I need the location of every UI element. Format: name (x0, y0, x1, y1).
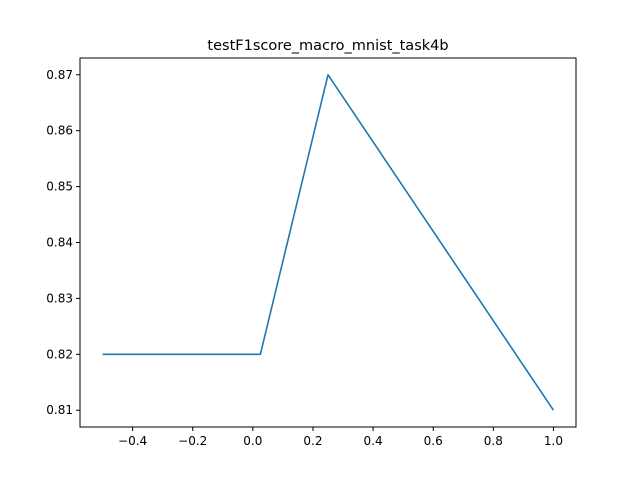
x-tick-label: 0.4 (364, 434, 383, 448)
y-axis: 0.81 0.82 0.83 0.84 0.85 0.86 0.87 (46, 68, 80, 417)
x-tick-label: −0.2 (178, 434, 207, 448)
y-tick-label: 0.81 (46, 403, 73, 417)
y-tick-label: 0.84 (46, 236, 73, 250)
x-tick-label: −0.4 (118, 434, 147, 448)
x-tick-label: 0.2 (303, 434, 322, 448)
y-tick-label: 0.86 (46, 124, 73, 138)
series-line-0 (102, 73, 555, 411)
y-tick-label: 0.85 (46, 180, 73, 194)
y-tick-label: 0.83 (46, 291, 73, 305)
y-tick-label: 0.87 (46, 68, 73, 82)
x-tick-label: 0.6 (424, 434, 443, 448)
plot-area (102, 73, 555, 411)
chart-title: testF1score_macro_mnist_task4b (207, 38, 448, 54)
y-tick-label: 0.82 (46, 347, 73, 361)
x-tick-label: 1.0 (544, 434, 563, 448)
axes-frame (79, 57, 577, 428)
x-tick-label: 0.0 (243, 434, 262, 448)
x-tick-label: 0.8 (484, 434, 503, 448)
x-axis: −0.4 −0.2 0.0 0.2 0.4 0.6 0.8 1.0 (118, 427, 563, 448)
